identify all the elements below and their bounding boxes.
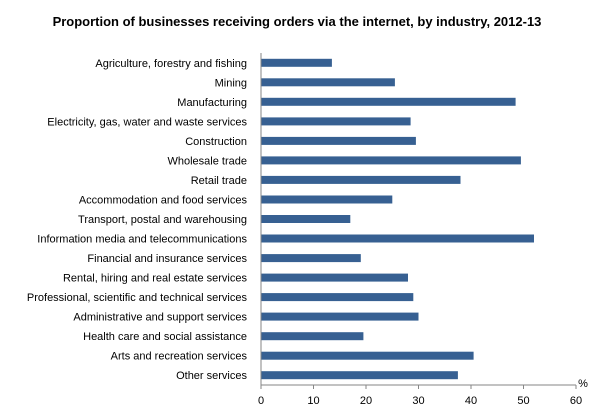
category-label: Wholesale trade bbox=[168, 155, 248, 167]
bar bbox=[261, 312, 419, 321]
x-tick-label: 0 bbox=[258, 395, 264, 407]
x-ticks: 0 10 20 30 40 50 60 bbox=[258, 385, 582, 407]
x-tick-label: 30 bbox=[412, 395, 424, 407]
bar bbox=[261, 156, 521, 165]
category-label: Electricity, gas, water and waste servic… bbox=[47, 116, 247, 128]
category-label: Agriculture, forestry and fishing bbox=[95, 58, 247, 70]
category-label: Other services bbox=[176, 370, 247, 382]
category-label: Rental, hiring and real estate services bbox=[63, 273, 248, 285]
category-label: Construction bbox=[185, 136, 247, 148]
category-label: Professional, scientific and technical s… bbox=[27, 292, 248, 304]
bar bbox=[261, 117, 411, 126]
bar bbox=[261, 78, 395, 87]
category-label: Administrative and support services bbox=[73, 312, 247, 324]
x-tick-label: 10 bbox=[307, 395, 319, 407]
category-label: Retail trade bbox=[191, 175, 247, 187]
bar bbox=[261, 234, 534, 243]
x-tick-label: 40 bbox=[465, 395, 477, 407]
category-label: Health care and social assistance bbox=[83, 331, 247, 343]
category-label: Financial and insurance services bbox=[87, 253, 247, 265]
bar bbox=[261, 175, 461, 184]
bar bbox=[261, 293, 414, 302]
bars-group bbox=[261, 58, 534, 380]
chart-title: Proportion of businesses receiving order… bbox=[53, 14, 542, 29]
bar bbox=[261, 58, 332, 67]
bar bbox=[261, 371, 458, 380]
category-label: Manufacturing bbox=[177, 97, 247, 109]
category-labels: Agriculture, forestry and fishing Mining M… bbox=[27, 58, 248, 382]
category-label: Information media and telecommunications bbox=[37, 234, 247, 246]
x-axis-unit-label: % bbox=[578, 378, 588, 390]
category-label: Transport, postal and warehousing bbox=[78, 214, 247, 226]
category-label: Accommodation and food services bbox=[79, 195, 248, 207]
x-tick-label: 20 bbox=[360, 395, 372, 407]
bar bbox=[261, 351, 474, 360]
category-label: Arts and recreation services bbox=[111, 351, 248, 363]
bar bbox=[261, 195, 393, 204]
bar bbox=[261, 332, 364, 341]
bar bbox=[261, 97, 516, 106]
bar bbox=[261, 273, 408, 282]
category-label: Mining bbox=[215, 77, 247, 89]
bar bbox=[261, 215, 351, 223]
x-tick-label: 60 bbox=[570, 395, 582, 407]
bar bbox=[261, 254, 361, 263]
bar bbox=[261, 136, 416, 145]
x-tick-label: 50 bbox=[517, 395, 529, 407]
